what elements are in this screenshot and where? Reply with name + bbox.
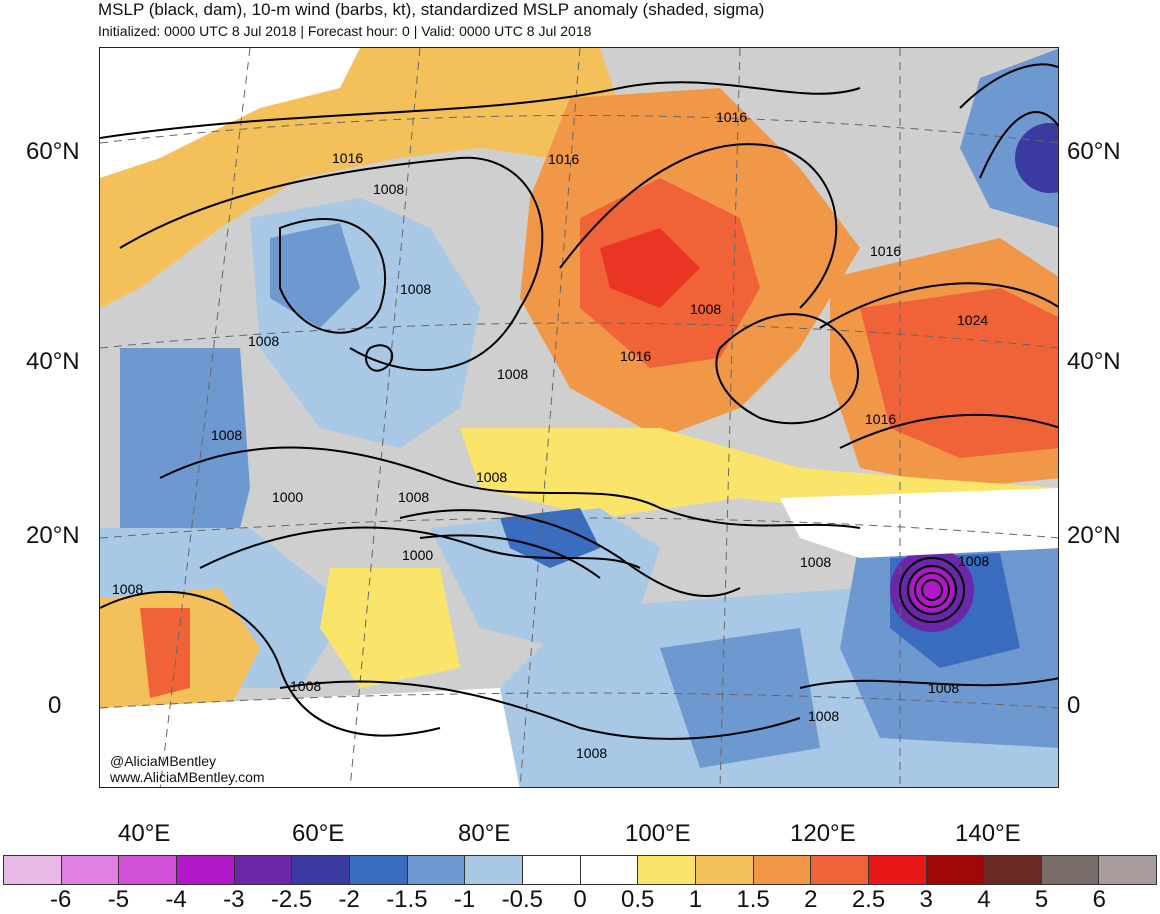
isobar-label: 1016 [865,411,896,427]
lat-label-left: 20°N [26,522,80,549]
isobar-label: 1016 [332,150,363,166]
lon-label: 120°E [790,820,856,847]
lon-label: 80°E [458,820,511,847]
isobar-label: 1008 [400,281,431,297]
colorbar-swatch [407,856,466,884]
isobar-label: 1008 [800,554,831,570]
graticule [100,48,1058,787]
map-panel: 1016 1016 1016 1008 1008 1008 1016 1024 … [99,47,1059,788]
lon-label: 100°E [625,820,691,847]
isobar-label: 1008 [398,489,429,505]
isobar-label: 1016 [620,348,651,364]
isobar-label: 1008 [808,708,839,724]
colorbar [3,855,1157,885]
lon-label: 40°E [118,820,171,847]
isobar-label: 1024 [957,312,988,328]
map-canvas: 1016 1016 1016 1008 1008 1008 1016 1024 … [100,48,1058,787]
anomaly-shading [100,48,1058,787]
colorbar-swatch [1099,856,1157,884]
isobar-label: 1008 [112,581,143,597]
colorbar-label: 2 [804,886,818,913]
lat-label-right: 20°N [1067,522,1121,549]
colorbar-label: 6 [1092,886,1106,913]
isobar-label: 1000 [272,489,303,505]
colorbar-swatch [522,856,581,884]
colorbar-swatch [176,856,235,884]
map-subtitle: Initialized: 0000 UTC 8 Jul 2018 | Forec… [98,23,592,39]
colorbar-label: -2.5 [270,886,313,913]
colorbar-label: 0 [573,886,587,913]
colorbar-label: -5 [107,886,130,913]
isobar-label: 1008 [928,680,959,696]
colorbar-label: -1 [453,886,476,913]
colorbar-swatch [349,856,408,884]
isobar-label: 1016 [548,151,579,167]
colorbar-swatch [61,856,120,884]
map-title: MSLP (black, dam), 10-m wind (barbs, kt)… [98,0,765,19]
colorbar-label: -6 [50,886,72,913]
colorbar-swatch [234,856,293,884]
isobar-labels: 1016 1016 1016 1008 1008 1008 1016 1024 … [112,109,989,761]
lat-label-left: 0 [48,692,62,719]
isobar-label: 1008 [576,745,607,761]
isobar-label: 1000 [402,547,433,563]
colorbar-label: -1.5 [386,886,428,913]
isobar-label: 1008 [497,366,528,382]
lat-label-right: 40°N [1067,348,1121,375]
colorbar-swatch [292,856,350,884]
isobar-label: 1008 [290,678,321,694]
isobar-label: 1016 [870,243,901,259]
colorbar-swatch [1041,856,1100,884]
isobar-label: 1016 [716,109,747,125]
lat-label-left: 40°N [26,348,80,375]
lon-label: 60°E [292,820,345,847]
isobar-label: 1008 [373,181,404,197]
colorbar-label: -3 [223,886,245,913]
colorbar-swatch [984,856,1042,884]
isobars [100,63,1058,740]
credit-site: www.AliciaMBentley.com [110,769,265,785]
colorbar-swatch [811,856,869,884]
isobar-label: 1008 [958,553,989,569]
isobar-label: 1008 [690,301,721,317]
colorbar-swatch [4,856,62,884]
colorbar-label: 2.5 [851,886,886,913]
colorbar-swatch [868,856,927,884]
credit-handle: @AliciaMBentley [110,753,217,769]
colorbar-label: -0.5 [501,886,543,913]
lat-label-right: 0 [1067,692,1081,719]
colorbar-label: 4 [977,886,991,913]
isobar-label: 1008 [476,469,507,485]
colorbar-swatch [580,856,639,884]
colorbar-label: 1 [688,886,703,913]
lat-label-left: 60°N [26,138,80,165]
colorbar-swatch [119,856,177,884]
colorbar-swatch [465,856,523,884]
colorbar-label: 0.5 [621,886,655,913]
colorbar-label: -4 [165,886,187,913]
colorbar-swatch [695,856,754,884]
lat-label-right: 60°N [1067,138,1121,165]
isobar-label: 1008 [248,333,279,349]
isobar-label: 1008 [211,427,242,443]
colorbar-label: -2 [338,886,360,913]
lon-label: 140°E [955,820,1021,847]
colorbar-swatch [753,856,812,884]
colorbar-label: 1.5 [736,886,770,913]
colorbar-swatch [638,856,696,884]
colorbar-label: 5 [1034,886,1049,913]
colorbar-label: 3 [919,886,933,913]
colorbar-swatch [926,856,985,884]
